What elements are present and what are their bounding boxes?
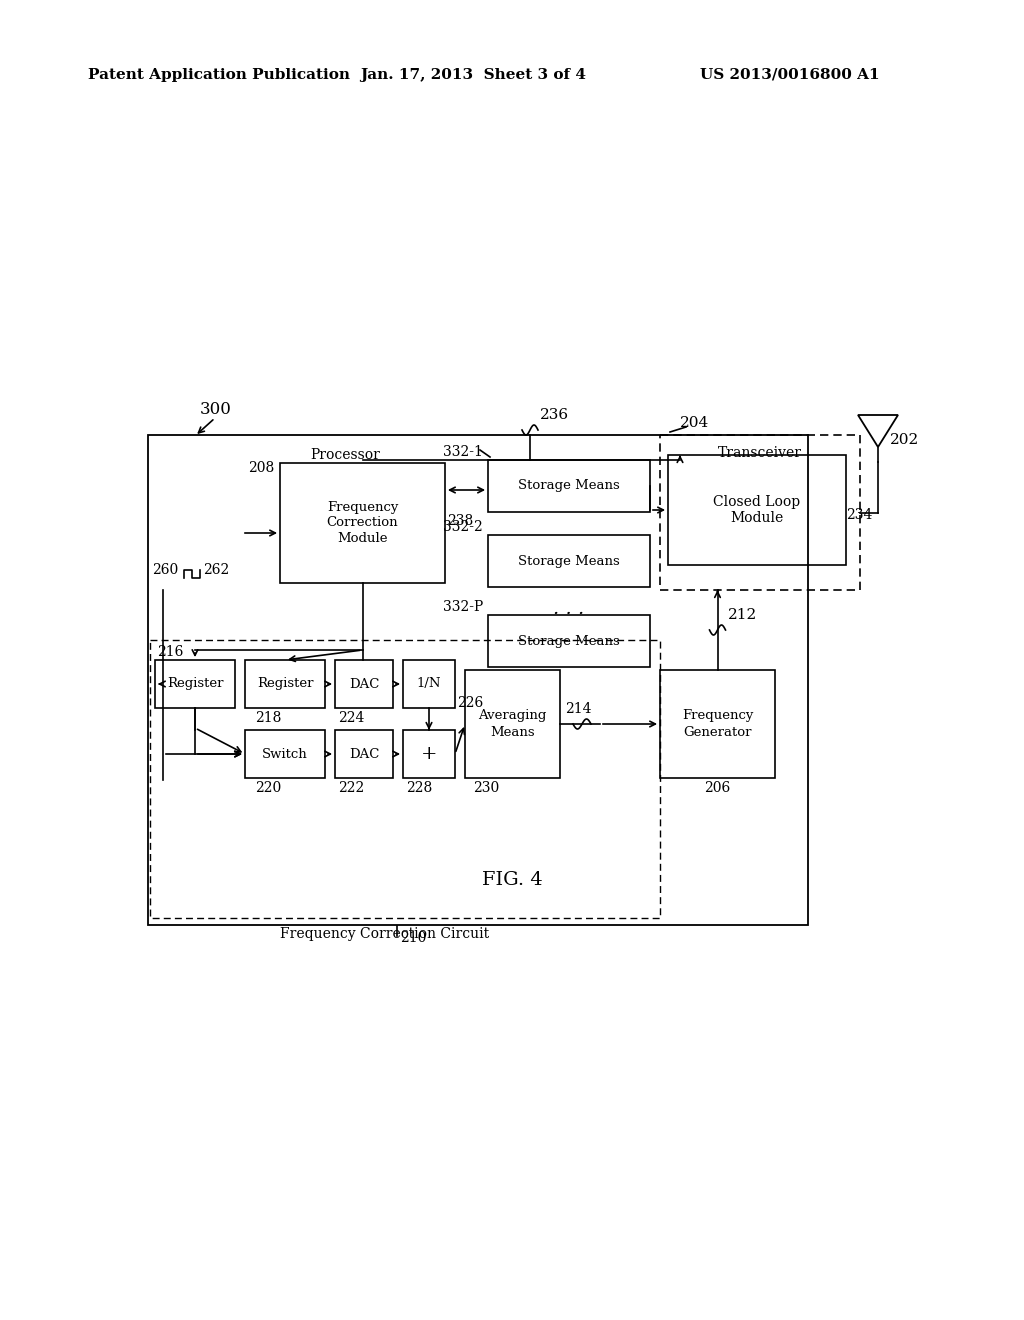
Text: Switch: Switch <box>262 747 308 760</box>
Text: 210: 210 <box>400 931 426 945</box>
Text: Closed Loop
Module: Closed Loop Module <box>714 495 801 525</box>
Bar <box>245 730 325 777</box>
Bar <box>465 671 560 777</box>
Text: 202: 202 <box>890 433 920 447</box>
Text: US 2013/0016800 A1: US 2013/0016800 A1 <box>700 69 880 82</box>
Bar <box>403 660 455 708</box>
Text: 236: 236 <box>540 408 569 422</box>
Text: 212: 212 <box>727 609 757 622</box>
Text: Frequency Correction Circuit: Frequency Correction Circuit <box>281 927 489 941</box>
Text: 228: 228 <box>406 781 432 795</box>
Text: Frequency
Generator: Frequency Generator <box>682 709 754 739</box>
Text: . . .: . . . <box>553 601 585 618</box>
Text: 216: 216 <box>157 645 183 659</box>
Text: 262: 262 <box>203 564 229 577</box>
Text: FIG. 4: FIG. 4 <box>481 871 543 888</box>
Bar <box>150 640 660 917</box>
Bar <box>488 535 650 587</box>
Text: Storage Means: Storage Means <box>518 554 620 568</box>
Bar <box>660 436 860 590</box>
Text: 332-2: 332-2 <box>443 520 483 535</box>
Bar <box>403 730 455 777</box>
Text: Processor: Processor <box>310 447 380 462</box>
Text: +: + <box>421 744 437 763</box>
Bar <box>148 436 808 925</box>
Bar <box>155 660 234 708</box>
Bar <box>488 459 650 512</box>
Bar <box>280 463 445 583</box>
Text: Storage Means: Storage Means <box>518 635 620 648</box>
Text: 238: 238 <box>447 513 473 528</box>
Bar <box>245 660 325 708</box>
Text: DAC: DAC <box>349 677 379 690</box>
Bar <box>668 455 846 565</box>
Text: 218: 218 <box>255 711 282 725</box>
Text: 222: 222 <box>338 781 365 795</box>
Text: 208: 208 <box>248 461 274 475</box>
Text: 332-P: 332-P <box>442 601 483 614</box>
Text: Register: Register <box>167 677 223 690</box>
Text: 332-1: 332-1 <box>443 445 483 459</box>
Text: Patent Application Publication: Patent Application Publication <box>88 69 350 82</box>
Bar <box>335 660 393 708</box>
Text: 226: 226 <box>457 696 483 710</box>
Text: DAC: DAC <box>349 747 379 760</box>
Bar <box>660 671 775 777</box>
Text: 204: 204 <box>680 416 710 430</box>
Bar <box>488 615 650 667</box>
Text: Frequency
Correction
Module: Frequency Correction Module <box>327 502 398 544</box>
Text: 206: 206 <box>705 781 731 795</box>
Text: 214: 214 <box>565 702 592 715</box>
Text: Register: Register <box>257 677 313 690</box>
Text: 1/N: 1/N <box>417 677 441 690</box>
Text: 230: 230 <box>473 781 500 795</box>
Text: 300: 300 <box>200 401 231 418</box>
Text: 220: 220 <box>255 781 282 795</box>
Text: Jan. 17, 2013  Sheet 3 of 4: Jan. 17, 2013 Sheet 3 of 4 <box>360 69 586 82</box>
Text: Averaging
Means: Averaging Means <box>478 709 547 739</box>
Text: Storage Means: Storage Means <box>518 479 620 492</box>
Text: 260: 260 <box>152 564 178 577</box>
Text: 234: 234 <box>846 508 872 521</box>
Bar <box>335 730 393 777</box>
Text: Transceiver: Transceiver <box>718 446 802 459</box>
Text: 224: 224 <box>338 711 365 725</box>
